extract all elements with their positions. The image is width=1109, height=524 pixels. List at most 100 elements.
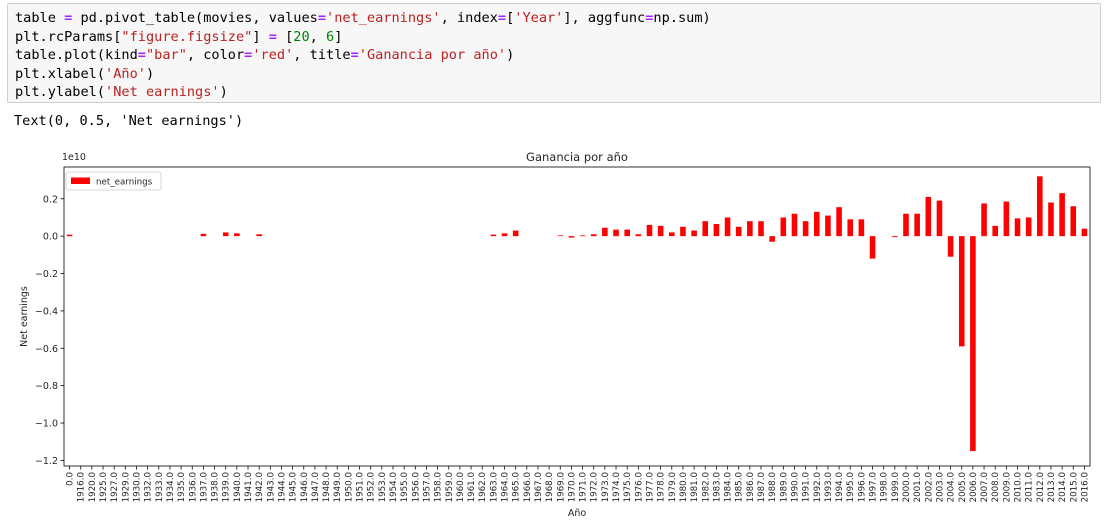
x-tick-label: 1978.0 — [657, 472, 667, 502]
bar — [813, 211, 820, 237]
code-token: = — [350, 47, 359, 64]
x-tick-label: 1951.0 — [356, 472, 366, 502]
code-token: = — [268, 28, 277, 45]
code-token: 'Net earnings' — [105, 84, 220, 101]
x-tick-label: 1942.0 — [255, 472, 265, 502]
bar — [1059, 193, 1065, 237]
x-tick-label: 1961.0 — [467, 472, 477, 502]
bar — [735, 226, 742, 237]
x-tick-label: 1927.0 — [110, 472, 120, 502]
code-line: plt.rcParams["figure.figsize"] = [20, 6] — [15, 28, 1094, 47]
code-token: 6 — [326, 28, 335, 45]
bar — [66, 234, 73, 237]
code-token: ) — [145, 65, 155, 82]
bar — [590, 234, 597, 237]
x-tick-label: 1940.0 — [233, 472, 243, 502]
x-tick-label: 1963.0 — [489, 472, 499, 502]
bar — [936, 200, 943, 237]
bar — [1025, 217, 1032, 237]
x-tick-label: 1980.0 — [679, 472, 689, 502]
x-tick-label: 1984.0 — [724, 472, 734, 502]
code-line: plt.xlabel('Año') — [15, 65, 1094, 84]
x-tick-label: 2010.0 — [1014, 472, 1024, 502]
y-tick-label: −1.0 — [35, 419, 58, 430]
x-tick-label: 1971.0 — [579, 472, 589, 502]
y-axis-label: Net earnings — [19, 286, 30, 347]
x-tick-label: 2013.0 — [1047, 472, 1057, 502]
x-tick-label: 2016.0 — [1080, 472, 1090, 502]
bar — [903, 213, 909, 237]
x-tick-label: 0.0 — [66, 472, 76, 486]
code-token: = — [645, 10, 654, 26]
bar — [691, 230, 697, 237]
bar — [981, 203, 987, 237]
x-tick-label: 1959.0 — [445, 472, 455, 502]
x-tick-label: 2007.0 — [980, 472, 990, 502]
x-tick-label: 1974.0 — [612, 472, 622, 502]
x-tick-label: 1937.0 — [199, 472, 209, 502]
x-tick-label: 1990.0 — [790, 472, 800, 502]
y-tick-label: −0.2 — [35, 269, 58, 280]
bar — [914, 213, 920, 237]
legend-box — [65, 171, 162, 191]
x-tick-label: 1988.0 — [768, 472, 778, 502]
x-tick-label: 2000.0 — [902, 472, 912, 502]
x-tick-label: 1920.0 — [88, 472, 98, 502]
x-tick-label: 1955.0 — [400, 472, 410, 502]
x-tick-label: 1969.0 — [556, 472, 566, 502]
bar — [680, 226, 686, 237]
x-tick-label: 2005.0 — [958, 472, 968, 502]
x-tick-label: 1936.0 — [188, 472, 198, 502]
bar — [713, 224, 720, 237]
bar — [724, 217, 731, 237]
y-tick-label: −1.2 — [35, 456, 58, 467]
x-tick-label: 2008.0 — [991, 472, 1001, 502]
code-token: , index — [440, 10, 498, 26]
y-tick-label: 0.0 — [43, 232, 58, 243]
x-tick-label: 2011.0 — [1025, 472, 1035, 502]
output-text: Text(0, 0.5, 'Net earnings') — [14, 113, 244, 129]
code-cell[interactable]: table = pd.pivot_table(movies, values='n… — [7, 3, 1101, 103]
bar — [847, 219, 854, 237]
x-tick-label: 1952.0 — [367, 472, 377, 502]
bar — [657, 225, 664, 237]
code-token: "bar" — [145, 47, 187, 64]
bar — [1070, 206, 1077, 237]
code-token: 'net_earnings' — [326, 10, 441, 26]
bar — [858, 219, 865, 237]
bar — [970, 236, 976, 452]
x-tick-label: 1983.0 — [712, 472, 722, 502]
x-tick-label: 1944.0 — [277, 472, 287, 502]
x-tick-label: 2004.0 — [947, 472, 957, 502]
bar — [769, 236, 775, 242]
x-tick-label: 1976.0 — [634, 472, 644, 502]
x-tick-label: 1981.0 — [690, 472, 700, 502]
legend: net_earnings — [65, 171, 162, 191]
x-tick-label: 1996.0 — [857, 472, 867, 502]
bar — [780, 217, 787, 237]
x-tick-label: 1998.0 — [880, 472, 890, 502]
x-tick-label: 1933.0 — [155, 472, 165, 502]
x-tick-label: 1986.0 — [746, 472, 756, 502]
bar — [925, 196, 932, 237]
x-tick-label: 1935.0 — [177, 472, 187, 502]
code-token: 'Ganancia por año' — [358, 47, 507, 64]
x-tick-label: 2002.0 — [924, 472, 934, 502]
x-tick-label: 1966.0 — [523, 472, 533, 502]
y-tick-label: −0.6 — [35, 344, 58, 355]
code-token: pd.pivot_table(movies, values — [72, 10, 318, 26]
code-token: "figure.figsize" — [121, 28, 253, 45]
code-line: plt.ylabel('Net earnings') — [15, 83, 1094, 102]
x-tick-label: 1999.0 — [891, 472, 901, 502]
y-tick-label: 0.2 — [43, 194, 58, 205]
x-tick-label: 1956.0 — [411, 472, 421, 502]
x-tick-label: 1925.0 — [99, 472, 109, 502]
code-line: table.plot(kind="bar", color='red', titl… — [15, 46, 1094, 65]
x-tick-label: 2012.0 — [1036, 472, 1046, 502]
bar-chart: 0.20.0−0.2−0.4−0.6−0.8−1.0−1.20.0 1916.0 1… — [19, 150, 1090, 519]
bar — [825, 215, 831, 237]
plot-area: 0.20.0−0.2−0.4−0.6−0.8−1.0−1.20.0 1916.0 1… — [19, 150, 1090, 519]
bar — [579, 235, 586, 237]
code-token: , color — [186, 47, 245, 64]
code-lines: table = pd.pivot_table(movies, values='n… — [15, 9, 1094, 102]
